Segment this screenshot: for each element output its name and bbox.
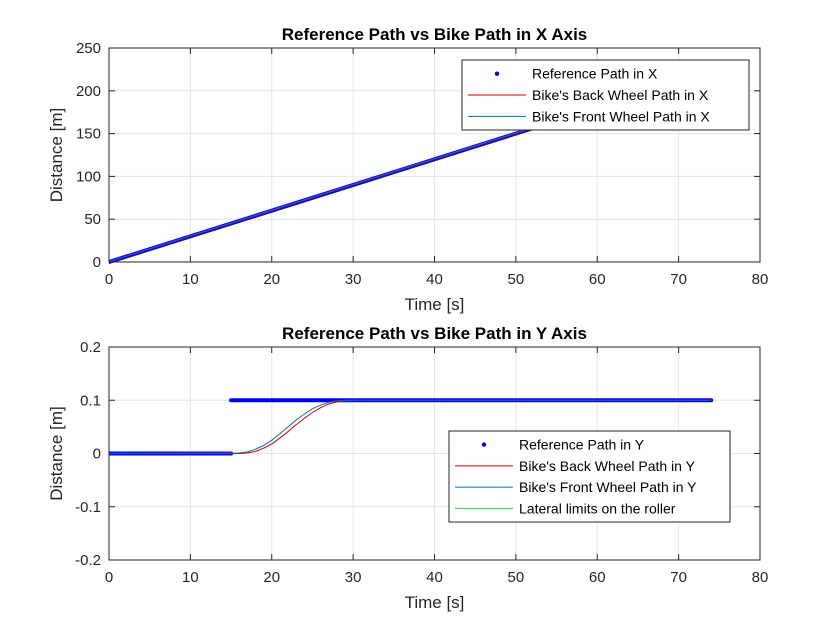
y-tick-label: 0 [93,254,101,271]
legend-marker [481,442,487,447]
axes-frame [108,346,761,561]
x-tick-label: 60 [589,569,606,586]
x-tick-label: 30 [345,569,362,586]
x-tick-label: 20 [263,569,280,586]
legend-label: Bike's Back Wheel Path in Y [519,458,696,474]
y-tick-label: 200 [76,83,101,100]
x-tick-label: 10 [182,569,199,586]
x-tick-label: 40 [426,271,443,288]
series-line [109,399,712,454]
y-tick-label: 250 [76,40,101,57]
x-tick-label: 70 [670,271,687,288]
y-tick-label: 0.2 [80,339,101,356]
legend: Reference Path in X Bike's Back Wheel Pat… [461,59,750,131]
x-tick-label: 20 [263,271,280,288]
y-axis-label: Distance [m] [47,406,66,500]
y-tick-label: 0 [93,446,101,463]
y-axis-chart: 0 10 20 30 40 50 60 70 80 -0.2 -0.1 0 0.1 0.2 Referenc… [47,324,768,612]
y-axis-label: Distance [m] [47,108,66,202]
legend-label: Reference Path in Y [519,437,645,453]
y-tick-label: -0.1 [75,499,101,516]
x-tick-label: 50 [508,569,525,586]
x-tick-label: 0 [105,569,113,586]
legend: Reference Path in Y Bike's Back Wheel Pat… [448,430,731,523]
legend-marker [494,71,500,76]
legend-label: Bike's Back Wheel Path in X [532,87,709,103]
legend-label: Reference Path in X [532,66,658,82]
legend-label: Lateral limits on the roller [519,500,676,516]
x-tick-label: 80 [752,271,769,288]
chart-title: Reference Path vs Bike Path in X Axis [282,25,588,44]
y-tick-label: 50 [84,211,101,228]
x-axis-label: Time [s] [405,295,465,314]
legend-label: Bike's Front Wheel Path in X [532,108,710,124]
legend-box [448,430,731,523]
legend-label: Bike's Front Wheel Path in Y [519,479,697,495]
x-tick-label: 80 [752,569,769,586]
y-tick-label: 100 [76,168,101,185]
x-tick-label: 60 [589,271,606,288]
x-axis-label: Time [s] [405,593,465,612]
x-axis-chart: 0 10 20 30 40 50 60 70 80 0 50 100 150 200 250 Referenc… [47,25,768,314]
x-tick-label: 70 [670,569,687,586]
x-tick-label: 30 [345,271,362,288]
chart-title: Reference Path vs Bike Path in Y Axis [282,324,587,343]
y-tick-label: -0.2 [75,552,101,569]
y-tick-label: 0.1 [80,392,101,409]
axes-frame [108,47,761,263]
y-tick-label: 150 [76,126,101,143]
x-tick-label: 0 [105,271,113,288]
x-tick-label: 10 [182,271,199,288]
x-tick-label: 50 [508,271,525,288]
x-tick-label: 40 [426,569,443,586]
